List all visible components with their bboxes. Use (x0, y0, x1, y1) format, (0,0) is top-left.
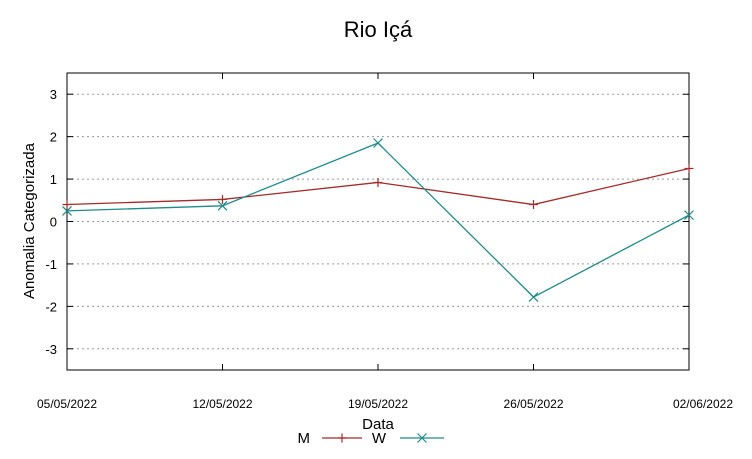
y-axis: 3 2 1 0 -1 -2 -3 (45, 87, 689, 357)
data-point-M (62, 200, 72, 210)
x-tick-label: 05/05/2022 (37, 397, 97, 411)
series-line-W (66, 142, 690, 298)
x-axis-label: Data (362, 416, 394, 433)
y-tick-label: -3 (45, 342, 57, 357)
data-point-W (217, 200, 228, 211)
data-point-M (529, 200, 538, 210)
y-tick-label: 1 (50, 172, 57, 187)
x-tick-label: 26/05/2022 (503, 397, 563, 411)
data-point-W (373, 138, 383, 148)
x-tick-label: 19/05/2022 (348, 397, 408, 411)
series-group (62, 138, 694, 302)
data-point-W (528, 292, 539, 302)
legend-marker-M (337, 433, 347, 443)
y-axis-label: Anomalia Categorizada (21, 142, 38, 299)
x-tick-label: 12/05/2022 (192, 397, 252, 411)
chart-title: Rio Içá (344, 17, 413, 42)
legend-label-W: W (372, 430, 387, 447)
grid-lines (67, 93, 689, 350)
x-axis: 05/05/2022 12/05/2022 19/05/2022 26/05/2022… (37, 73, 733, 411)
data-point-M (218, 194, 227, 204)
data-point-M (373, 177, 383, 187)
x-tick-label: 02/06/2022 (673, 397, 733, 411)
y-tick-label: 2 (50, 130, 57, 145)
legend-marker-W (417, 433, 427, 443)
legend-label-M: M (298, 430, 311, 447)
data-point-M (684, 163, 694, 173)
data-point-W (62, 205, 72, 216)
y-tick-label: 0 (50, 215, 57, 230)
y-tick-label: 3 (50, 87, 57, 102)
data-point-W (684, 210, 694, 221)
y-tick-label: -2 (45, 299, 57, 314)
y-tick-label: -1 (45, 257, 57, 272)
